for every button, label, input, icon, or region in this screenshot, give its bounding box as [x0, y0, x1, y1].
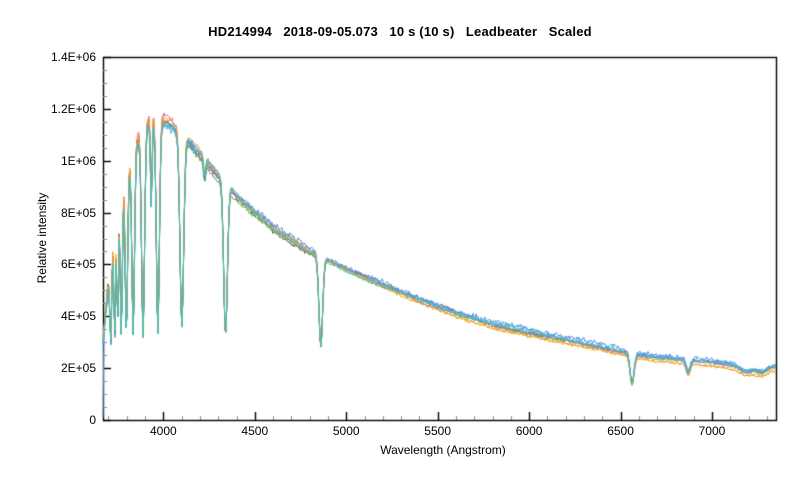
y-tick-label: 6E+05 [60, 257, 96, 272]
x-tick-label: 6000 [515, 424, 543, 438]
chart-title: HD214994 2018-09-05.073 10 s (10 s) Lead… [208, 24, 592, 39]
y-tick-label: 1E+06 [60, 153, 96, 168]
x-tick-label: 5500 [424, 424, 451, 438]
x-axis-title: Wavelength (Angstrom) [380, 443, 506, 457]
x-tick-label: 4000 [149, 424, 177, 438]
y-tick-label: 4E+05 [60, 309, 96, 324]
y-tick-label: 2E+05 [60, 361, 96, 376]
y-tick-label: 1.4E+06 [50, 50, 96, 64]
y-tick-label: 8E+05 [60, 205, 96, 220]
x-tick-label: 7000 [698, 424, 726, 438]
x-tick-label: 5000 [332, 424, 360, 438]
x-tick-label: 4500 [241, 424, 269, 438]
y-tick-label: 0 [89, 413, 96, 427]
x-tick-label: 6500 [607, 424, 634, 438]
y-tick-label: 1.2E+06 [50, 101, 96, 116]
